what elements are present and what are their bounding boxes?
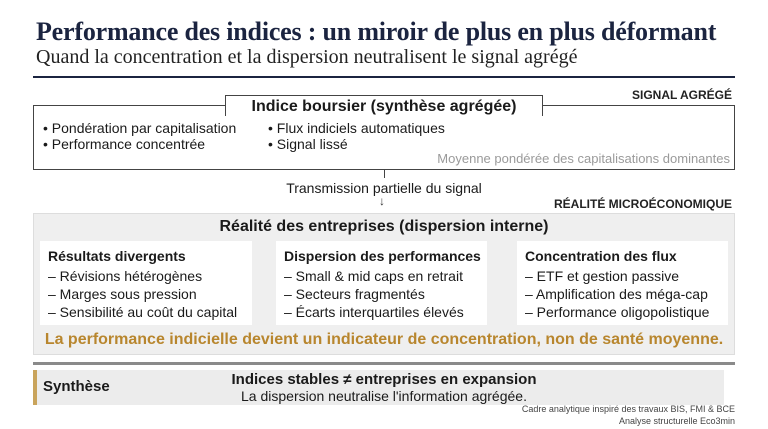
card-item: – Amplification des méga-cap [525,286,708,302]
section-divider [33,362,735,365]
card-flows: Concentration des flux – ETF et gestion … [517,241,728,325]
micro-heading: Réalité des entreprises (dispersion inte… [219,218,549,235]
card-item: – Marges sous pression [48,286,197,302]
transmission-label: Transmission partielle du signal [286,180,482,196]
index-bullet: • Pondération par capitalisation [43,120,237,136]
card-item: – ETF et gestion passive [525,268,680,284]
synthesis-label: Synthèse [43,378,110,395]
card-item: – Révisions hétérogènes [48,268,203,284]
index-note: Moyenne pondérée des capitalisations dom… [437,151,730,166]
synthesis-box [33,370,724,405]
card-title: Concentration des flux [525,248,677,264]
card-dispersion: Dispersion des performances – Small & mi… [276,241,487,325]
footer-source: Cadre analytique inspiré des travaux BIS… [521,404,735,414]
title-divider [33,76,735,78]
card-item: – Écarts interquartiles élevés [284,304,464,320]
footer-credit: Analyse structurelle Eco3min [618,416,735,426]
card-results: Résultats divergents – Révisions hétérog… [40,241,252,325]
card-title: Dispersion des performances [284,248,481,264]
micro-tag: RÉALITÉ MICROÉCONOMIQUE [553,197,732,211]
connector-line [384,169,385,178]
arrow-down-icon: ↓ [379,194,385,208]
signal-tag: SIGNAL AGRÉGÉ [631,88,732,102]
conclusion-text: La performance indicielle devient un ind… [44,331,724,348]
page-subtitle: Quand la concentration et la dispersion … [36,46,578,68]
page-title: Performance des indices : un miroir de p… [36,17,717,46]
index-bullet: • Signal lissé [268,136,348,152]
index-bullet: • Flux indiciels automatiques [268,120,445,136]
card-item: – Secteurs fragmentés [284,286,425,302]
card-title: Résultats divergents [48,248,186,264]
index-bullet: • Performance concentrée [43,136,206,152]
index-box-title: Indice boursier (synthèse agrégée) [225,95,543,116]
card-item: – Small & mid caps en retrait [284,268,463,284]
synthesis-headline: Indices stables ≠ entreprises en expansi… [231,371,537,388]
card-item: – Sensibilité au coût du capital [48,304,238,320]
card-item: – Performance oligopolistique [525,304,710,320]
synthesis-detail: La dispersion neutralise l'information a… [241,388,527,404]
